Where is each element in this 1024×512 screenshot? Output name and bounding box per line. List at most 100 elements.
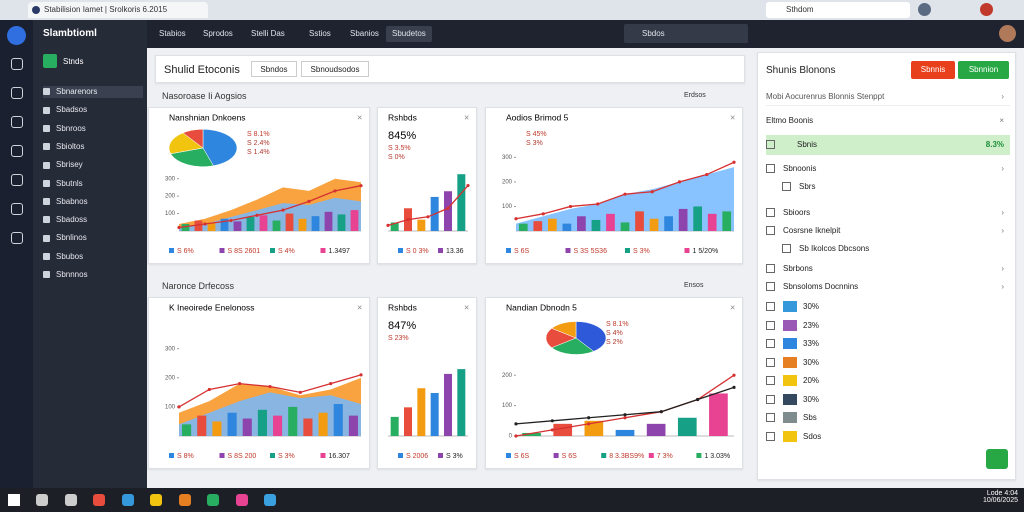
sidebar-item[interactable]: Sbnnnos [43, 269, 143, 281]
panel-button[interactable]: Sbnnis [911, 61, 955, 79]
swatch-row[interactable]: 23% [766, 318, 1010, 334]
rail-icon[interactable] [11, 116, 23, 128]
sidebar-item[interactable]: Sbnroos [43, 123, 143, 135]
checkbox [766, 282, 775, 292]
taskbar-icon[interactable] [121, 494, 134, 506]
panel-row[interactable]: Cosrsne Iknelpit › [766, 223, 1010, 239]
swatch-row[interactable]: 20% [766, 373, 1010, 389]
nav-tab[interactable]: Sprodos [203, 29, 233, 38]
card-chart: Nanshnian Dnkoens × S 8.1% S 2.4% S 1.4% 100 2… [165, 112, 363, 255]
extension-icon[interactable] [980, 3, 993, 16]
line-point [514, 422, 518, 426]
profile-icon[interactable] [918, 3, 931, 16]
avatar[interactable] [999, 25, 1016, 42]
sidebar-item[interactable]: Sbadoss [43, 214, 143, 226]
panel-button[interactable]: Sbnnion [958, 61, 1009, 79]
card-close[interactable]: × [464, 112, 469, 122]
swatch-row[interactable]: Sdos [766, 429, 1010, 445]
nav-tab[interactable]: Stabios [159, 29, 186, 38]
sidebar-item[interactable]: Sbadsos [43, 104, 143, 116]
swatch-row[interactable]: 33% [766, 336, 1010, 352]
selected-row[interactable]: Sbnis 8.3% [766, 135, 1010, 155]
taskbar-icon[interactable] [150, 494, 162, 506]
card-title: Aodios Brimod 5 [506, 112, 569, 122]
bar [677, 417, 697, 436]
item-label: Sbadoss [56, 215, 88, 225]
workspace-name[interactable]: Stnds [63, 57, 84, 66]
search-box[interactable]: Sbdos [624, 24, 748, 43]
browser-tab[interactable]: Stabilision Iamet | Srolkoris 6.2015 [28, 2, 208, 18]
panel-row[interactable]: Sbnoonis › [766, 161, 1010, 177]
sidebar-item[interactable]: Sbabnos [43, 196, 143, 208]
section-action[interactable]: Erdsos [684, 92, 706, 99]
chart-card: Rshbds × 847% S 23% S 2006 S 3% [377, 297, 477, 469]
row-label: Sbioors [783, 208, 811, 217]
item-icon [43, 253, 50, 261]
footer-stat: S 3S 5S36 [574, 248, 608, 255]
start-button[interactable] [8, 494, 20, 506]
taskbar-icon[interactable] [207, 494, 219, 506]
footer-stat: S 0 3% [406, 248, 429, 255]
card-close[interactable]: × [357, 302, 362, 312]
taskbar-icon[interactable] [36, 494, 48, 506]
nav-tab[interactable]: Sstios [309, 29, 331, 38]
footer-stat: S 3% [278, 453, 295, 460]
nav-tab[interactable]: Stelli Das [251, 29, 285, 38]
panel-search[interactable]: Mobi Aocurenrus Blonnis Stenppt › [766, 89, 1010, 106]
rail-icon[interactable] [11, 87, 23, 99]
card-stat: S 1.4% [247, 149, 270, 156]
panel-row[interactable]: Sbioors › [766, 205, 1010, 221]
card-close[interactable]: × [464, 302, 469, 312]
bar [257, 409, 267, 436]
sidebar-item[interactable]: Sbutnls [43, 178, 143, 190]
sidebar-item[interactable]: Sbnarenors [43, 86, 143, 98]
taskbar-icon[interactable] [64, 494, 77, 506]
swatch-row[interactable]: Sbs [766, 410, 1010, 426]
app-logo[interactable] [7, 26, 26, 45]
header-tab[interactable]: Sbnoudsodos [301, 61, 369, 77]
card-close[interactable]: × [730, 112, 735, 122]
sidebar-item[interactable]: Sbubos [43, 251, 143, 263]
rail-icon[interactable] [11, 58, 23, 70]
rail-icon[interactable] [11, 145, 23, 157]
rail-icon[interactable] [11, 232, 23, 244]
swatch-label: 30% [803, 394, 820, 404]
section-action[interactable]: Ensos [684, 282, 704, 289]
taskbar-icon[interactable] [178, 494, 191, 506]
nav-tab[interactable]: Sbudetos [386, 26, 432, 42]
add-button[interactable] [986, 449, 1008, 469]
bar [182, 424, 192, 436]
bar [324, 211, 333, 231]
sidebar-item[interactable]: Sbrisey [43, 159, 143, 171]
panel-group[interactable]: Eltmo Boonis × [766, 113, 1010, 129]
taskbar-icon[interactable] [235, 494, 248, 506]
bar [303, 418, 313, 436]
rail-icon[interactable] [11, 203, 23, 215]
header-tab[interactable]: Sbndos [251, 61, 297, 77]
panel-row[interactable]: Sbrbons › [766, 261, 1010, 277]
panel-row[interactable]: Sbrs [766, 179, 1024, 195]
card-close[interactable]: × [357, 112, 362, 122]
panel-row[interactable]: Sbnsoloms Docnnins › [766, 279, 1010, 295]
swatch-row[interactable]: 30% [766, 355, 1010, 371]
line-point [333, 189, 337, 193]
card-close[interactable]: × [730, 302, 735, 312]
legend-swatch [169, 453, 174, 458]
address-bar[interactable]: Sthdom [766, 2, 910, 18]
taskbar-icon[interactable] [264, 494, 276, 506]
nav-tab[interactable]: Sbanios [350, 29, 379, 38]
rail-icon[interactable] [11, 174, 23, 186]
card-chart: Rshbds × 845% S 3.5% S 0% S 0 3% 13.36 [386, 112, 470, 255]
chevron: › [1001, 264, 1004, 273]
panel-row[interactable]: Sb Ikolcos Dbcsons [766, 241, 1024, 257]
line [515, 374, 735, 437]
section-label: Nasoroase Ii Aogsios [162, 91, 247, 101]
card-title: Rshbds [388, 302, 417, 312]
swatch-row[interactable]: 30% [766, 392, 1010, 408]
checkbox [766, 140, 775, 150]
sidebar-item[interactable]: Sbioltos [43, 141, 143, 153]
legend-swatch [398, 248, 403, 253]
sidebar-item[interactable]: Sbnlinos [43, 232, 143, 244]
swatch-row[interactable]: 30% [766, 299, 1010, 315]
taskbar-icon[interactable] [93, 494, 105, 506]
